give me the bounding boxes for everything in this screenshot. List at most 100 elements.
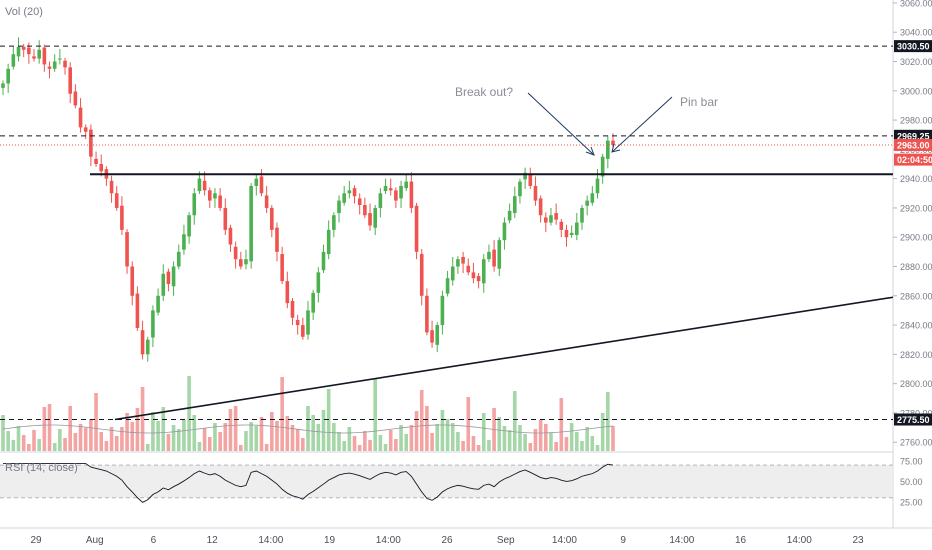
volume-bar bbox=[564, 437, 569, 451]
candle-body bbox=[290, 300, 295, 318]
time-tick-label: 19 bbox=[324, 535, 336, 546]
volume-bar bbox=[285, 416, 290, 451]
volume-bar bbox=[244, 431, 248, 451]
candle-body bbox=[549, 215, 553, 223]
time-tick-label: 26 bbox=[441, 535, 453, 546]
candle-body bbox=[130, 266, 135, 296]
arrow-pin-bar-head bbox=[611, 143, 621, 153]
volume-bar bbox=[316, 424, 321, 451]
volume-bar bbox=[450, 423, 455, 451]
candle-body bbox=[264, 195, 269, 208]
volume-bar bbox=[363, 431, 367, 451]
rsi-band bbox=[0, 465, 893, 498]
candle-body bbox=[497, 240, 502, 269]
candle-body bbox=[554, 213, 558, 220]
candle-body bbox=[83, 127, 88, 132]
volume-bar bbox=[114, 436, 119, 451]
candle-body bbox=[347, 190, 352, 194]
candle-body bbox=[32, 56, 36, 59]
candle-body bbox=[481, 259, 486, 284]
price-tag-box bbox=[894, 40, 932, 53]
volume-bar bbox=[512, 391, 517, 451]
volume-bar bbox=[301, 438, 305, 451]
volume-bar bbox=[425, 406, 429, 451]
volume-bar bbox=[419, 390, 424, 451]
volume-bar bbox=[476, 445, 481, 451]
volume-bar bbox=[202, 428, 207, 451]
volume-bar bbox=[414, 411, 419, 451]
volume-bar bbox=[569, 423, 574, 451]
candle-body bbox=[192, 193, 197, 216]
candle-body bbox=[373, 207, 378, 228]
volume-bar bbox=[378, 435, 383, 451]
price-tick-label: 3020.00 bbox=[900, 57, 932, 67]
candle-body bbox=[301, 325, 305, 337]
volume-bar bbox=[321, 410, 326, 451]
candle-body bbox=[476, 276, 481, 282]
volume-bar bbox=[543, 424, 548, 451]
rsi-indicator-label: RSI (14, close) bbox=[5, 462, 78, 474]
volume-bar bbox=[409, 425, 414, 451]
price-tick-label: 2980.00 bbox=[900, 116, 932, 126]
arrow-break-out bbox=[527, 92, 595, 156]
price-tick-label: 2880.00 bbox=[900, 262, 932, 272]
candle-body bbox=[6, 68, 10, 84]
candle-body bbox=[156, 295, 160, 313]
candle-body bbox=[316, 272, 321, 293]
candle-body bbox=[114, 193, 119, 208]
candle-body bbox=[1, 83, 5, 88]
volume-bar bbox=[207, 437, 212, 451]
time-tick-label: 6 bbox=[151, 535, 157, 546]
volume-bar bbox=[135, 408, 140, 451]
volume-bar bbox=[223, 423, 228, 451]
volume-bar bbox=[213, 423, 217, 451]
candle-body bbox=[528, 174, 533, 186]
volume-bar bbox=[21, 435, 26, 451]
candle-body bbox=[611, 140, 615, 145]
candle-body bbox=[595, 178, 600, 194]
candle-body bbox=[249, 185, 253, 262]
candle-body bbox=[471, 272, 476, 279]
time-tick-label: Sep bbox=[497, 535, 515, 546]
candle-body bbox=[368, 213, 372, 226]
candle-body bbox=[564, 229, 569, 238]
volume-bar bbox=[52, 443, 57, 451]
candle-body bbox=[182, 234, 186, 250]
volume-bar bbox=[176, 429, 181, 451]
time-tick-label: 12 bbox=[207, 535, 219, 546]
volume-bar bbox=[32, 430, 36, 451]
candle-body bbox=[254, 178, 259, 186]
volume-bar bbox=[197, 442, 202, 451]
candle-body bbox=[202, 180, 207, 191]
volume-bar bbox=[280, 377, 284, 451]
volume-bar bbox=[404, 434, 409, 451]
volume-bar bbox=[130, 422, 135, 451]
price-tick-label: 2860.00 bbox=[900, 291, 932, 301]
volume-bar bbox=[1, 415, 5, 451]
volume-bar bbox=[368, 440, 372, 451]
candle-body bbox=[52, 61, 57, 69]
price-tick-label: 3040.00 bbox=[900, 28, 932, 38]
volume-bar bbox=[192, 415, 197, 451]
candle-body bbox=[145, 339, 150, 355]
candle-body bbox=[21, 46, 26, 50]
volume-bar bbox=[585, 427, 589, 451]
volume-bar bbox=[171, 425, 176, 451]
volume-bar bbox=[182, 420, 186, 451]
candle-body bbox=[94, 158, 98, 164]
candle-body bbox=[435, 325, 440, 345]
volume-bar bbox=[337, 432, 341, 451]
price-tick-label: 2760.00 bbox=[900, 438, 932, 448]
volume-bar bbox=[580, 441, 584, 451]
candle-body bbox=[580, 207, 584, 223]
volume-bar bbox=[394, 439, 398, 451]
volume-bar bbox=[600, 413, 605, 451]
volume-bar bbox=[166, 434, 171, 451]
time-tick-label: 9 bbox=[620, 535, 626, 546]
price-tick-label: 2840.00 bbox=[900, 321, 932, 331]
candle-body bbox=[73, 91, 78, 106]
volume-bar bbox=[373, 378, 378, 451]
price-tick-label: 2780.00 bbox=[900, 408, 932, 418]
volume-bar bbox=[352, 436, 357, 451]
